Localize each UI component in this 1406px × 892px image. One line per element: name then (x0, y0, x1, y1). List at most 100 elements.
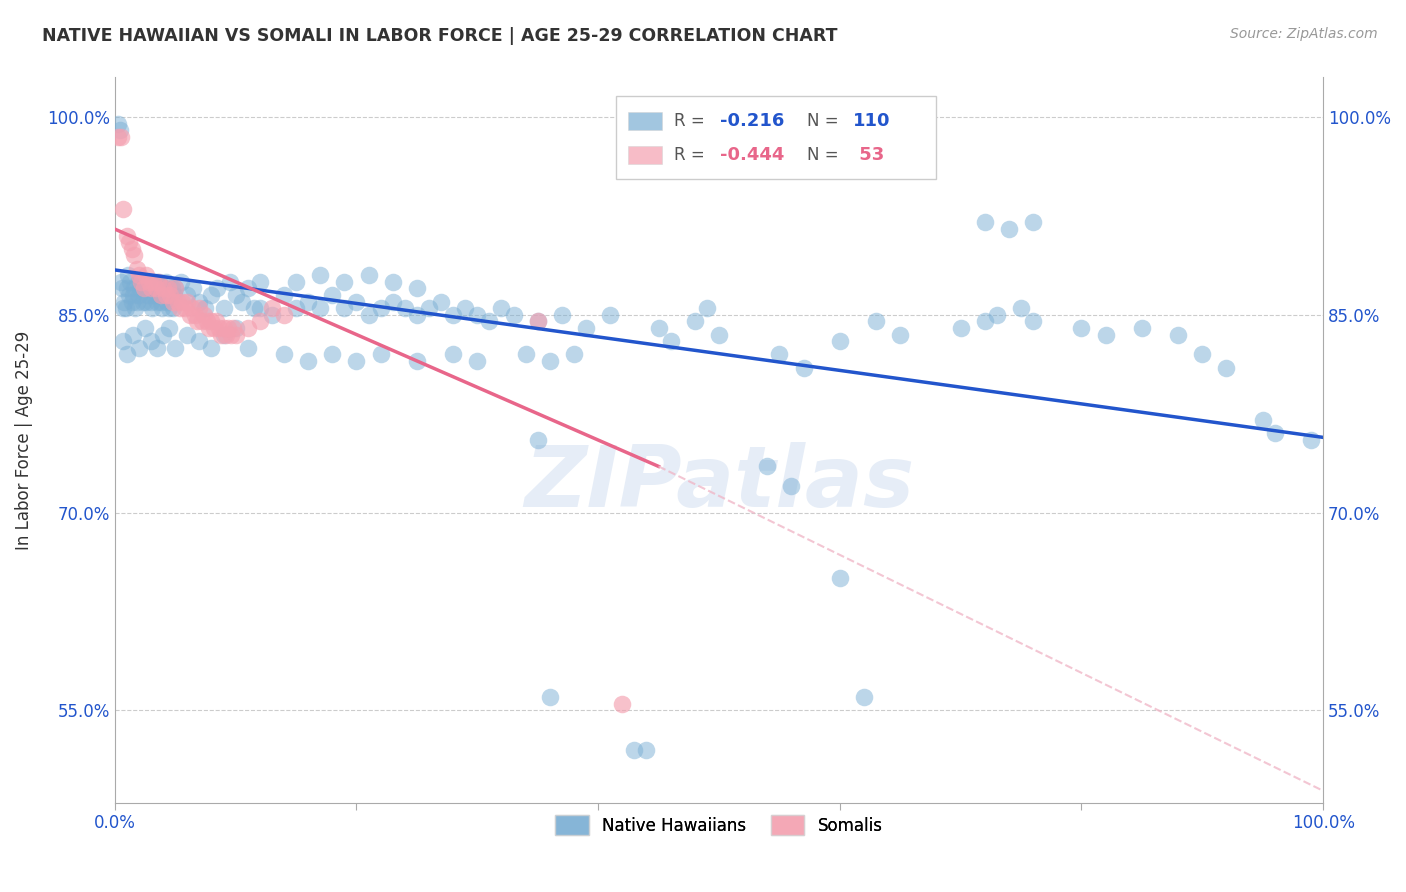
Point (122, 327, 145, 342)
Point (139, 334, 162, 348)
Point (526, 314, 548, 328)
Point (707, 327, 730, 342)
Point (575, 321, 598, 335)
Text: NATIVE HAWAIIAN VS SOMALI IN LABOR FORCE | AGE 25-29 CORRELATION CHART: NATIVE HAWAIIAN VS SOMALI IN LABOR FORCE… (42, 27, 838, 45)
Text: Source: ZipAtlas.com: Source: ZipAtlas.com (1230, 27, 1378, 41)
Point (297, 294, 319, 309)
Text: 53: 53 (853, 146, 884, 164)
Point (138, 281, 160, 295)
Text: N =: N = (807, 146, 844, 164)
Point (173, 301, 195, 315)
Point (346, 354, 368, 368)
Legend: Native Hawaiians, Somalis: Native Hawaiians, Somalis (548, 809, 890, 841)
Point (108, 123, 131, 137)
Point (165, 341, 187, 355)
Point (231, 294, 253, 309)
Point (441, 347, 464, 361)
Point (156, 294, 179, 309)
Point (538, 690, 561, 705)
Point (125, 261, 148, 276)
Point (202, 321, 225, 335)
Point (430, 294, 453, 309)
Point (128, 268, 150, 283)
Point (647, 321, 669, 335)
Point (828, 571, 851, 585)
Point (162, 301, 184, 315)
Point (852, 690, 875, 705)
Point (222, 321, 245, 335)
Point (986, 308, 1008, 322)
Point (309, 268, 332, 283)
Text: -0.216: -0.216 (720, 112, 785, 130)
Point (145, 275, 167, 289)
Point (1191, 347, 1213, 361)
Point (134, 275, 156, 289)
Point (138, 275, 160, 289)
Point (502, 308, 524, 322)
Point (973, 215, 995, 229)
Point (828, 334, 851, 348)
Point (157, 321, 180, 335)
Point (110, 275, 132, 289)
Point (696, 301, 718, 315)
Point (125, 294, 148, 309)
Point (551, 308, 574, 322)
Point (285, 275, 308, 289)
Point (169, 301, 191, 315)
Point (225, 321, 247, 335)
Point (181, 281, 204, 295)
Point (219, 327, 242, 342)
Point (139, 275, 162, 289)
Point (321, 288, 343, 302)
Point (1167, 327, 1189, 342)
Point (780, 479, 803, 493)
Point (465, 354, 488, 368)
Point (381, 275, 404, 289)
Point (176, 327, 198, 342)
Point (170, 275, 193, 289)
Point (207, 281, 229, 295)
Point (112, 202, 135, 217)
Point (200, 341, 222, 355)
Point (768, 347, 790, 361)
Point (200, 314, 222, 328)
Point (321, 347, 343, 361)
Point (143, 281, 166, 295)
Point (162, 294, 184, 309)
Point (107, 117, 129, 131)
Text: N =: N = (807, 112, 844, 130)
Point (127, 275, 149, 289)
Point (333, 301, 356, 315)
Point (136, 288, 159, 302)
Point (176, 288, 198, 302)
Point (297, 354, 319, 368)
Point (260, 301, 283, 315)
Point (142, 275, 165, 289)
Point (418, 301, 440, 315)
Point (889, 327, 911, 342)
Point (148, 275, 170, 289)
Point (128, 288, 150, 302)
Point (139, 281, 162, 295)
Point (212, 327, 235, 342)
Point (998, 222, 1021, 236)
Point (152, 327, 174, 342)
Point (346, 294, 368, 309)
Point (405, 354, 427, 368)
Point (132, 281, 155, 295)
Point (186, 314, 208, 328)
Point (242, 301, 264, 315)
Point (218, 275, 240, 289)
Point (562, 347, 585, 361)
Point (128, 341, 150, 355)
Text: 110: 110 (853, 112, 890, 130)
Point (478, 314, 501, 328)
Point (146, 294, 169, 309)
Point (599, 308, 621, 322)
Point (309, 301, 332, 315)
Point (333, 275, 356, 289)
Point (215, 327, 238, 342)
FancyBboxPatch shape (628, 112, 662, 130)
Point (357, 308, 380, 322)
Point (131, 275, 153, 289)
